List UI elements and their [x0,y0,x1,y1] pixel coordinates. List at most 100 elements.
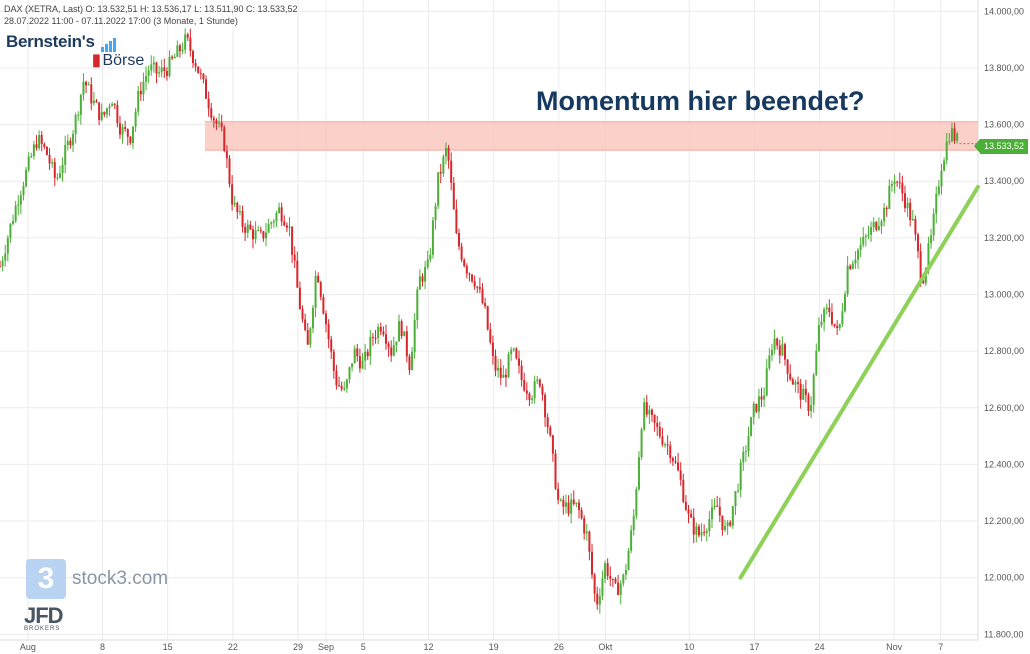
candle-body [724,526,727,530]
logo-boerse: Börse [102,52,145,69]
candle-body [536,379,539,382]
candle-body [152,62,155,65]
candle-body [554,453,557,489]
candle-body [622,574,625,584]
candle-body [82,81,85,95]
candle-body [684,501,687,510]
support-trendline [738,184,980,580]
candle-body [330,339,333,352]
candle-body [674,461,677,463]
candle-body [43,143,46,147]
candle-body [233,202,236,205]
candle-body [617,582,620,595]
candle-body [160,67,163,73]
candle-body [843,294,846,312]
candle-body [447,147,450,161]
candle-body [572,499,575,504]
candle-body [718,506,721,516]
candle-body [491,342,494,356]
candle-body [103,111,106,115]
candle-body [124,127,127,130]
candle-body [218,122,221,124]
candle-body [191,51,194,64]
candle-body [134,111,137,127]
candle-body [778,345,781,356]
candle-body [830,312,833,324]
candle-body [309,328,312,345]
x-tick-label: 15 [163,642,173,652]
candle-body [677,462,680,471]
candle-body [311,307,314,329]
candle-body [35,144,38,149]
x-tick-label: 19 [489,642,499,652]
candle-body [306,329,309,345]
candle-body [14,205,17,222]
candle-body [364,351,367,361]
candle-body [265,232,268,239]
candle-body [833,323,836,326]
candle-body [903,193,906,209]
candle-body [392,344,395,356]
candle-body [150,64,153,71]
candle-body [147,70,150,76]
candle-body [118,123,121,135]
candle-body [431,220,434,255]
candle-body [531,398,534,400]
candle-body [22,185,25,196]
candle-body [92,100,95,104]
candle-body [836,325,839,329]
candle-body [896,181,899,183]
candle-body [692,517,695,535]
candle-body [27,156,30,170]
candle-body [810,405,813,412]
resistance-zone [204,121,978,151]
y-tick-label: 11.800,00 [984,629,1023,639]
candle-body [79,94,82,115]
candle-body [429,254,432,260]
candle-body [145,75,148,82]
candle-body [291,226,294,255]
candle-body [382,331,385,335]
candle-body [452,182,455,210]
candle-body [197,66,200,74]
x-tick-label: Aug [20,642,36,652]
candle-body [591,551,594,575]
candle-body [611,578,614,580]
candle-body [296,260,299,288]
candle-body [66,140,69,145]
candle-body [348,367,351,380]
candle-body [726,522,729,527]
candle-body [794,382,797,385]
candle-body [528,393,531,400]
x-tick-label: Nov [886,642,903,652]
candle-body [690,513,693,518]
candle-body [585,531,588,534]
candle-body [186,34,189,38]
candle-body [322,297,325,314]
candle-body [476,286,479,288]
candle-body [656,422,659,427]
candle-body [25,169,28,186]
stock3-text: stock3.com [72,568,169,589]
candle-body [259,230,262,232]
candle-body [922,279,925,284]
y-tick-label: 12.000,00 [984,573,1024,583]
candle-body [880,221,883,227]
candle-body [789,373,792,380]
candle-body [604,563,607,579]
candle-body [669,445,672,459]
candle-body [411,351,414,371]
candle-body [53,162,56,178]
candle-body [257,230,260,232]
candle-body [390,347,393,356]
candle-body [854,259,857,264]
candle-body [171,56,174,59]
candle-body [937,186,940,194]
candle-body [132,126,135,144]
candle-body [371,336,374,338]
candle-body [340,385,343,390]
x-tick-label: 12 [423,642,433,652]
candle-body [293,254,296,261]
candle-body [413,320,416,352]
